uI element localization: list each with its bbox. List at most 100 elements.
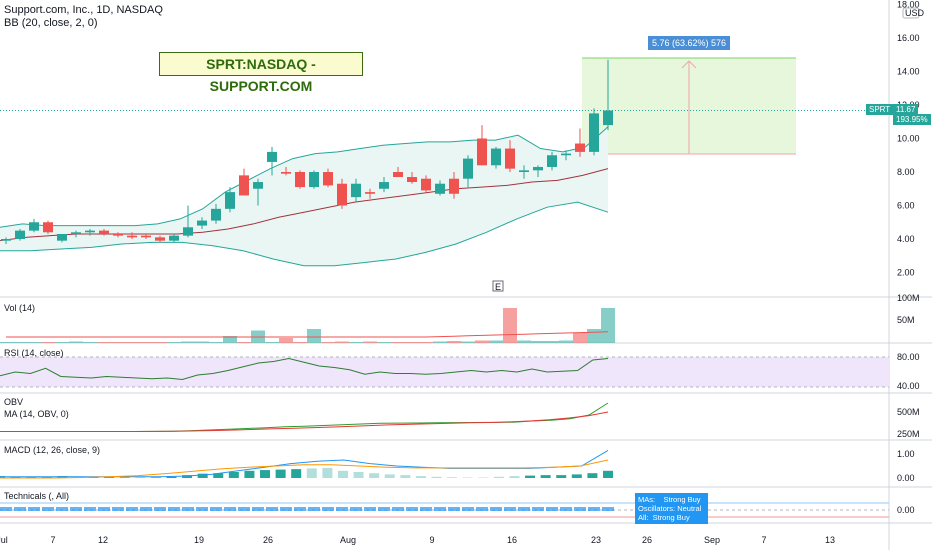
macd-hist-bar: [166, 476, 177, 478]
candle-body: [365, 192, 375, 194]
volume-bar: [279, 338, 293, 343]
candle-body: [379, 182, 389, 189]
candle-body: [337, 183, 347, 206]
candle-body: [533, 166, 543, 171]
candle-body: [127, 235, 137, 238]
macd-hist-bar: [182, 475, 193, 478]
x-axis-tick: 9: [429, 535, 434, 545]
volume-ma-line: [6, 331, 609, 338]
x-axis-tick: 12: [98, 535, 108, 545]
tech-bar: [182, 507, 194, 511]
macd-hist-bar: [384, 474, 395, 478]
candle-body: [15, 230, 25, 239]
tech-bar: [434, 507, 446, 511]
macd-hist-bar: [275, 469, 286, 478]
candle-body: [505, 148, 515, 169]
tech-bar: [252, 507, 264, 511]
candle-body: [421, 178, 431, 191]
tech-bar: [294, 507, 306, 511]
vol-axis-tick: 50M: [897, 315, 915, 325]
tech-bar: [476, 507, 488, 511]
volume-bar: [321, 342, 335, 343]
tech-bar: [0, 507, 12, 511]
candle-body: [519, 170, 529, 172]
tech-bar: [210, 507, 222, 511]
macd-hist-bar: [41, 476, 52, 478]
tech-bar: [588, 507, 600, 511]
tech-bar: [56, 507, 68, 511]
macd-hist-bar: [509, 476, 520, 478]
price-axis-tick: 16.00: [897, 33, 920, 43]
tech-bar: [406, 507, 418, 511]
volume-bar: [167, 342, 181, 343]
macd-hist-bar: [571, 474, 582, 478]
volume-bar: [293, 342, 307, 343]
volume-bar: [125, 342, 139, 343]
headline-banner: SPRT:NASDAQ - SUPPORT.COM: [159, 52, 363, 94]
obv-line: [0, 402, 609, 432]
macd-hist-bar: [244, 470, 255, 478]
tech-bar: [518, 507, 530, 511]
volume-bar: [545, 341, 559, 343]
tech-bar: [84, 507, 96, 511]
volume-bar: [433, 341, 447, 343]
tech-bar: [308, 507, 320, 511]
bb-lower-line: [0, 201, 609, 267]
volume-bar: [181, 341, 195, 343]
candle-body: [183, 227, 193, 236]
volume-bar: [559, 340, 573, 343]
symbol-label: SPRT: [866, 104, 894, 115]
price-axis-tick: 8.00: [897, 167, 915, 177]
tech-bar: [322, 507, 334, 511]
rsi-line: [0, 357, 609, 381]
macd-hist-bar: [493, 476, 504, 478]
volume-bar: [0, 342, 13, 343]
volume-bar: [587, 329, 601, 343]
volume-bar: [377, 342, 391, 343]
x-axis-tick: 13: [825, 535, 835, 545]
obv-panel-title: OBV: [4, 397, 23, 407]
measure-label: 5.76 (63.62%) 576: [648, 36, 731, 50]
candle-body: [449, 178, 459, 194]
candle-body: [253, 182, 263, 189]
macd-axis-tick: 0.00: [897, 473, 915, 483]
candle-body: [57, 233, 67, 241]
volume-bar: [209, 342, 223, 343]
macd-hist-bar: [291, 469, 302, 478]
macd-hist-bar: [213, 473, 224, 478]
candle-body: [211, 208, 221, 221]
tech-bar: [336, 507, 348, 511]
price-axis-tick: 10.00: [897, 134, 920, 144]
volume-bar: [489, 340, 503, 343]
volume-bar: [97, 342, 111, 343]
bb-fill: [0, 126, 608, 266]
price-axis-tick: 4.00: [897, 234, 915, 244]
event-marker-box: [492, 280, 504, 292]
candle-body: [43, 222, 53, 233]
candle-body: [393, 172, 403, 178]
candle-body: [197, 220, 207, 226]
technicals-summary: MAs: Strong Buy Oscillators: Neutral All…: [635, 493, 708, 524]
tech-bar: [70, 507, 82, 511]
candle-body: [463, 158, 473, 179]
volume-bar: [139, 342, 153, 343]
tech-ma-row: MAs: Strong Buy: [638, 495, 701, 504]
candle-body: [547, 155, 557, 167]
volume-bar: [83, 342, 97, 343]
tech-bar: [280, 507, 292, 511]
vol-panel-title: Vol (14): [4, 303, 35, 313]
candle-body: [1, 239, 11, 241]
macd-hist-bar: [447, 477, 458, 478]
bb-upper-line: [0, 126, 609, 228]
tech-bar: [504, 507, 516, 511]
tech-bar: [98, 507, 110, 511]
volume-bar: [531, 341, 545, 343]
x-axis-tick: Sep: [704, 535, 720, 545]
candle-body: [491, 148, 501, 166]
bb-indicator-label: BB (20, close, 2, 0): [4, 17, 98, 29]
volume-bar: [265, 342, 279, 343]
candle-body: [99, 230, 109, 234]
volume-bar: [391, 342, 405, 343]
volume-bar: [419, 342, 433, 343]
